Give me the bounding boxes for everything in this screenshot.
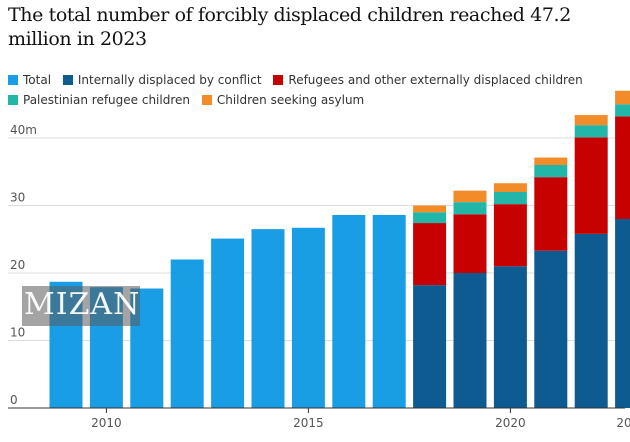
- y-tick-label: 10: [10, 326, 25, 340]
- legend-swatch: [8, 95, 18, 105]
- bar-refugees-2023: [615, 116, 630, 219]
- bar-refugees-2019: [453, 214, 487, 273]
- y-tick-label: 40m: [10, 123, 37, 137]
- legend-swatch: [273, 75, 284, 85]
- bar-asylum-2019: [453, 190, 487, 203]
- legend-item-refugees: Refugees and other externally displaced …: [273, 70, 583, 90]
- bar-refugees-2021: [534, 177, 568, 251]
- bar-palestinian-2022: [574, 125, 608, 138]
- bar-total-2014: [251, 229, 285, 408]
- legend-swatch: [8, 75, 18, 85]
- legend-label: Refugees and other externally displaced …: [288, 73, 583, 87]
- x-tick-label: 2015: [293, 416, 324, 430]
- bar-asylum-2023: [615, 90, 630, 105]
- legend-swatch: [201, 95, 212, 105]
- bar-total-2015: [291, 227, 325, 408]
- bar-refugees-2020: [493, 204, 527, 267]
- bar-palestinian-2023: [615, 104, 630, 117]
- legend: Total Internally displaced by conflict R…: [8, 70, 623, 110]
- bar-palestinian-2018: [413, 212, 447, 224]
- legend-label: Children seeking asylum: [216, 93, 365, 107]
- bar-refugees-2022: [574, 137, 608, 234]
- chart-title: The total number of forcibly displaced c…: [8, 4, 571, 50]
- legend-swatch: [62, 75, 73, 85]
- bar-total-2016: [332, 214, 366, 408]
- mizan-watermark: MIZAN: [22, 286, 140, 326]
- x-tick-label: 2023: [616, 416, 630, 430]
- legend-label: Palestinian refugee children: [23, 93, 190, 107]
- bar-idp-2022: [574, 233, 608, 408]
- legend-item-palestinian-refugees: Palestinian refugee children: [8, 90, 190, 110]
- bar-idp-2020: [493, 266, 527, 408]
- bar-idp-2023: [615, 219, 630, 408]
- legend-item-total: Total: [8, 70, 51, 90]
- bar-asylum-2022: [574, 115, 608, 126]
- bar-asylum-2021: [534, 157, 568, 165]
- bar-asylum-2018: [413, 205, 447, 213]
- legend-item-internally-displaced: Internally displaced by conflict: [62, 70, 262, 90]
- bar-asylum-2020: [493, 183, 527, 192]
- legend-item-asylum-seekers: Children seeking asylum: [201, 90, 365, 110]
- bar-palestinian-2021: [534, 165, 568, 178]
- bar-idp-2019: [453, 273, 487, 408]
- bar-idp-2018: [413, 285, 447, 408]
- legend-label: Total: [23, 73, 52, 87]
- x-tick-label: 2010: [91, 416, 122, 430]
- x-tick-label: 2020: [495, 416, 526, 430]
- bar-total-2017: [372, 214, 406, 408]
- y-tick-label: 0: [10, 393, 18, 407]
- y-tick-label: 30: [10, 191, 25, 205]
- y-tick-label: 20: [10, 258, 25, 272]
- bar-total-2012: [170, 259, 204, 408]
- bar-idp-2021: [534, 250, 568, 408]
- bar-palestinian-2019: [453, 202, 487, 215]
- bar-palestinian-2020: [493, 192, 527, 205]
- watermark-text: MIZAN: [24, 287, 141, 322]
- bar-refugees-2018: [413, 223, 447, 286]
- legend-label: Internally displaced by conflict: [77, 73, 262, 87]
- bar-total-2013: [211, 238, 245, 408]
